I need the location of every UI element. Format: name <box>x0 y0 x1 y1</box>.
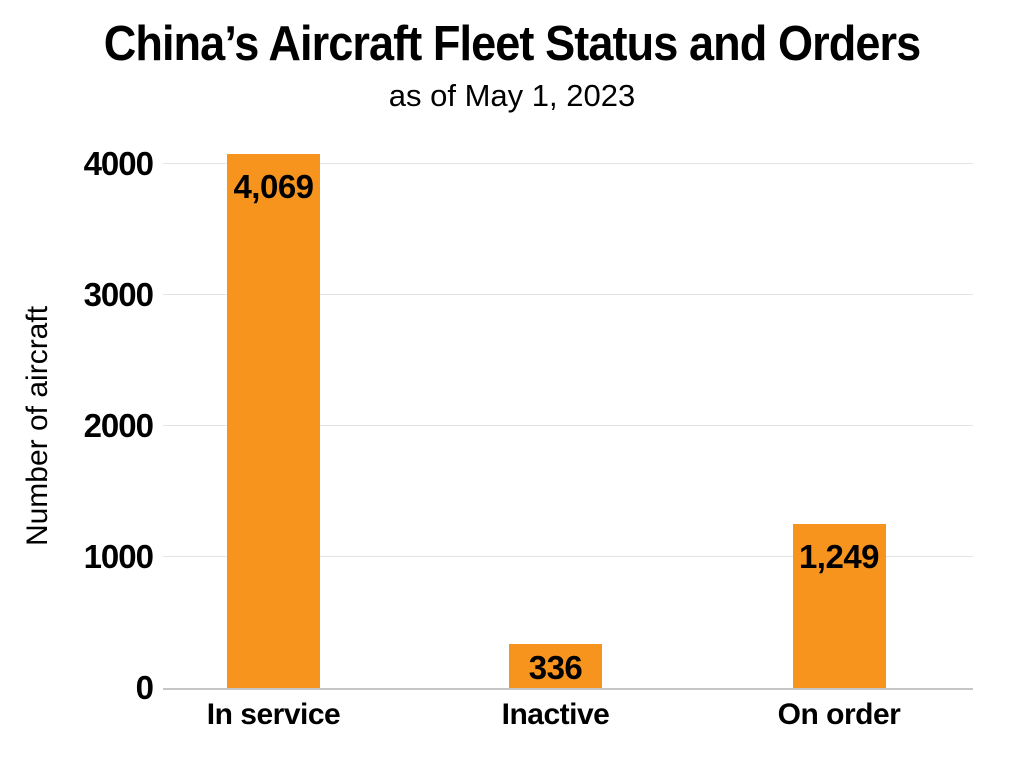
y-tick-label: 4000 <box>83 144 154 182</box>
bar-inactive <box>509 643 602 688</box>
x-category-label: Inactive <box>501 698 610 731</box>
y-tick-label: 3000 <box>83 275 154 313</box>
bar-in-service <box>227 154 320 688</box>
y-tick-label: 2000 <box>83 406 154 444</box>
y-tick-label: 0 <box>135 669 154 706</box>
bar-value-label: 336 <box>528 648 583 686</box>
gridline <box>163 163 973 164</box>
page-title: China’s Aircraft Fleet Status and Orders <box>103 17 922 71</box>
bar-value-label: 1,249 <box>798 538 880 576</box>
x-category-label: In service <box>206 698 341 731</box>
gridline <box>163 425 973 427</box>
gridline <box>163 294 973 296</box>
bar-on-order <box>792 524 886 688</box>
x-category-label: On order <box>777 698 901 731</box>
gridline <box>163 556 973 558</box>
y-tick-label: 1000 <box>83 537 154 575</box>
page-subtitle: as of May 1, 2023 <box>388 78 636 113</box>
bar-value-label: 4,069 <box>233 168 314 206</box>
x-axis-baseline <box>163 687 973 690</box>
